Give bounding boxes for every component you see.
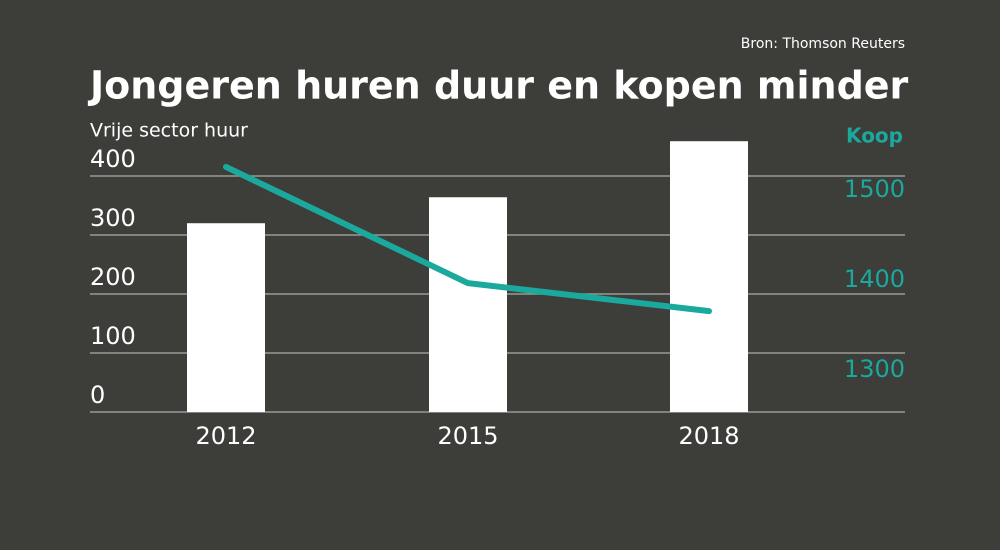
x-tick-label: 2015 — [437, 422, 498, 450]
y2-axis-label: Koop — [846, 124, 903, 148]
x-tick-label: 2018 — [678, 422, 739, 450]
y-tick-label: 300 — [90, 204, 136, 232]
y-axis-label: Vrije sector huur — [90, 120, 248, 142]
source: Bron: Thomson Reuters — [741, 36, 905, 52]
y-tick-label: 0 — [90, 381, 105, 409]
y2-tick-label: 1400 — [844, 265, 905, 293]
bar — [429, 197, 507, 412]
line-series — [223, 163, 712, 315]
y2-tick-label: 1500 — [844, 175, 905, 203]
y2-tick-label: 1300 — [844, 355, 905, 383]
y-tick-label: 100 — [90, 322, 136, 350]
chart-title: Jongeren huren duur en kopen minder — [87, 64, 909, 108]
y-tick-label: 200 — [90, 263, 136, 291]
bar — [670, 141, 748, 412]
y-tick-label: 400 — [90, 145, 136, 173]
bar — [187, 223, 265, 412]
x-tick-label: 2012 — [195, 422, 256, 450]
